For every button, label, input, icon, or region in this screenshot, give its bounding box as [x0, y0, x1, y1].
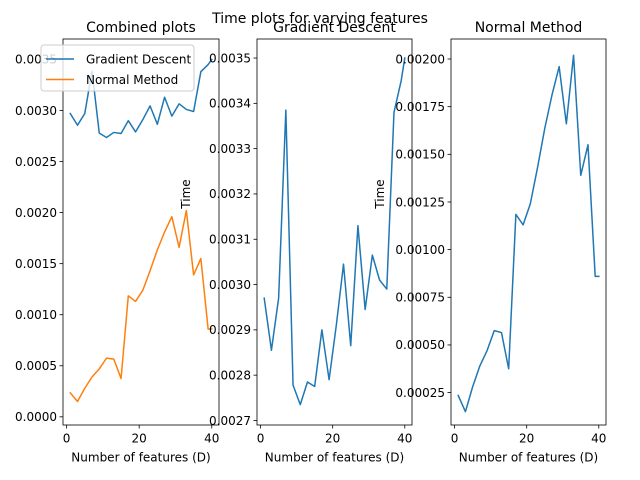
combined-ytick-label: 0.0030 [15, 104, 57, 118]
normal-xtick-label: 20 [519, 432, 534, 446]
gradient-series-line-1 [263, 57, 406, 406]
gradient-ytick-label: 0.0031 [209, 233, 251, 247]
normal-ytick-label: 0.00200 [395, 52, 445, 66]
normal-ytick-label: 0.00125 [395, 195, 445, 209]
normal-xtick-label: 0 [451, 432, 459, 446]
combined-ytick-label: 0.0000 [15, 410, 57, 424]
combined-series-line-2 [69, 209, 213, 403]
normal-axes-frame [450, 38, 607, 426]
combined-ytick-label: 0.0015 [15, 257, 57, 271]
combined-xtick-label: 20 [132, 432, 147, 446]
gradient-ytick-label: 0.0030 [209, 278, 251, 292]
gradient-ytick-label: 0.0035 [209, 51, 251, 65]
combined-series-line-1 [69, 58, 213, 139]
gradient-ytick-label: 0.0027 [209, 414, 251, 428]
gradient-xtick-label: 20 [325, 432, 340, 446]
gradient-ylabel: Time [179, 179, 193, 209]
combined-title: Combined plots [86, 20, 196, 36]
combined-panel: 0.0000 0.0005 0.0010 0.0015 0.0020 0.0025 0.00… [15, 20, 220, 465]
combined-xtick-label: 0 [63, 432, 71, 446]
gradient-xtick-label: 40 [397, 432, 412, 446]
gradient-xtick-label: 0 [257, 432, 265, 446]
combined-ytick-label: 0.0010 [15, 308, 57, 322]
combined-xlabel: Number of features (D) [71, 451, 210, 465]
normal-xtick-label: 40 [591, 432, 606, 446]
gradient-ytick-label: 0.0032 [209, 187, 251, 201]
normal-series-line-1 [457, 54, 600, 413]
figure-suptitle: Time plots for varying features [211, 11, 428, 27]
combined-axes-frame [62, 38, 220, 426]
gradient-ytick-label: 0.0033 [209, 142, 251, 156]
normal-ytick-label: 0.00075 [395, 291, 445, 305]
normal-ytick-label: 0.00050 [395, 338, 445, 352]
normal-panel: 0.00025 0.00050 0.00075 0.00100 0.00125 0.001… [373, 20, 606, 465]
normal-xlabel: Number of features (D) [459, 451, 598, 465]
gradient-ytick-label: 0.0028 [209, 368, 251, 382]
normal-ytick-label: 0.00150 [395, 148, 445, 162]
legend-box [40, 44, 195, 92]
combined-ytick-label: 0.0025 [15, 155, 57, 169]
combined-ytick-label: 0.0020 [15, 206, 57, 220]
gradient-ytick-label: 0.0034 [209, 97, 251, 111]
normal-ytick-label: 0.00025 [395, 386, 445, 400]
normal-ylabel: Time [373, 179, 387, 209]
combined-ytick-label: 0.0005 [15, 359, 57, 373]
normal-ytick-label: 0.00100 [395, 243, 445, 257]
gradient-xlabel: Number of features (D) [265, 451, 404, 465]
gradient-title: Gradient Descent [273, 20, 396, 36]
legend-label-1: Gradient Descent [86, 53, 192, 67]
combined-xtick-label: 40 [204, 432, 219, 446]
normal-title: Normal Method [475, 20, 583, 36]
gradient-axes-frame [256, 38, 413, 426]
combined-legend: Gradient Descent Normal Method [40, 44, 195, 92]
legend-label-2: Normal Method [86, 73, 178, 87]
normal-ytick-label: 0.00175 [395, 100, 445, 114]
gradient-ytick-label: 0.0029 [209, 323, 251, 337]
gradient-panel: 0.0027 0.0028 0.0029 0.0030 0.0031 0.0032 0.00… [179, 20, 412, 465]
